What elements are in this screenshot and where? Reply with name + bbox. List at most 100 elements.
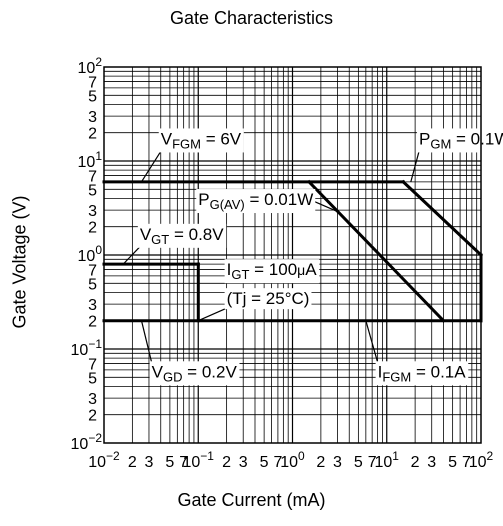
y-tick-minor: 3	[88, 391, 97, 408]
tick-exponent: 0	[298, 449, 305, 463]
annotation-part: (Tj = 25°C)	[227, 289, 310, 308]
annotation-part: = 0.1A	[411, 362, 466, 381]
x-tick-minor: 2	[411, 454, 420, 471]
x-tick-major: 10−1	[183, 449, 215, 471]
annotation-part: = 6V	[201, 129, 242, 148]
y-tick-minor: 3	[88, 109, 97, 126]
annotation-part: V	[152, 362, 164, 381]
annotation-part: GM	[430, 136, 451, 151]
annotation-part: GD	[163, 369, 183, 384]
x-tick-minor: 7	[368, 454, 377, 471]
y-tick-minor: 5	[88, 182, 97, 199]
annotation-leader	[313, 200, 338, 213]
series-pgm	[401, 179, 484, 258]
annotation-part: V	[140, 225, 152, 244]
x-tick-minor: 3	[427, 454, 436, 471]
annotation-leader	[410, 151, 420, 183]
y-tick-minor: 5	[88, 370, 97, 387]
y-tick-minor: 2	[88, 314, 97, 331]
y-tick-minor: 7	[88, 357, 97, 374]
y-tick-minor: 7	[88, 75, 97, 92]
x-tick-minor: 5	[165, 454, 174, 471]
annotation-text: PGM = 0.1W	[419, 129, 503, 151]
annotation-bg	[149, 361, 240, 386]
annotation-pgm: PGM = 0.1W	[410, 128, 503, 183]
annotation-ifgm: IFGM = 0.1A	[365, 320, 469, 386]
annotation-igt_tj: (Tj = 25°C)	[198, 288, 312, 322]
annotation-part: = 0.1W	[451, 129, 503, 148]
x-tick-minor: 3	[333, 454, 342, 471]
y-tick-major: 10−1	[71, 337, 103, 359]
tick-exponent: 1	[95, 149, 102, 163]
annotation-part: I	[378, 362, 383, 381]
annotation-bg	[196, 189, 316, 214]
x-tick-minor: 5	[354, 454, 363, 471]
x-tick-minor: 7	[179, 454, 188, 471]
tick-exponent: 1	[392, 449, 399, 463]
annotation-text: IGT = 100μA	[227, 260, 318, 282]
annotation-part: = 0.01W	[245, 190, 314, 209]
tick-base: 10	[78, 60, 96, 77]
annotation-text: IFGM = 0.1A	[378, 362, 467, 384]
grid	[104, 67, 481, 443]
annotation-bg	[224, 288, 312, 310]
tick-base: 10	[88, 454, 106, 471]
x-tick-minor: 2	[222, 454, 231, 471]
tick-base: 10	[71, 436, 89, 453]
y-tick-major: 10−2	[71, 431, 103, 453]
tick-exponent: 2	[487, 449, 494, 463]
x-tick-minor: 2	[128, 454, 137, 471]
annotation-text: PG(AV) = 0.01W	[198, 190, 313, 212]
x-tick-major: 101	[375, 449, 400, 471]
annotation-text: VGD = 0.2V	[152, 362, 238, 384]
y-tick-minor: 5	[88, 88, 97, 105]
annotation-part: μ	[297, 262, 305, 278]
annotation-part: FGM	[172, 136, 201, 151]
x-tick-minor: 7	[462, 454, 471, 471]
annotation-vfgm: VFGM = 6V	[140, 128, 244, 183]
annotation-text: VFGM = 6V	[161, 129, 242, 151]
y-tick-minor: 2	[88, 220, 97, 237]
x-tick-minor: 7	[273, 454, 282, 471]
annotation-text: VGT = 0.8V	[140, 225, 224, 247]
annotation-bg	[224, 259, 320, 284]
annotation-bg	[137, 223, 227, 248]
annotation-part: GT	[151, 232, 169, 247]
tick-base: 10	[183, 454, 201, 471]
annotation-part: G(AV)	[210, 197, 245, 212]
x-axis-label: Gate Current (mA)	[177, 490, 326, 510]
y-tick-major: 101	[78, 149, 103, 171]
x-tick-major: 100	[280, 449, 305, 471]
annotation-text: (Tj = 25°C)	[227, 289, 310, 308]
annotation-leader	[140, 320, 153, 363]
tick-base: 10	[71, 342, 89, 359]
y-tick-minor: 2	[88, 408, 97, 425]
x-tick-major: 10−2	[88, 449, 120, 471]
x-tick-major: 102	[469, 449, 494, 471]
y-tick-minor: 7	[88, 169, 97, 186]
annotation-part: P	[419, 129, 430, 148]
tick-exponent: −1	[200, 449, 214, 463]
plot-frame	[103, 66, 482, 444]
x-tick-minor: 5	[448, 454, 457, 471]
annotation-igt: IGT = 100μA	[224, 259, 320, 284]
tick-base: 10	[78, 248, 96, 265]
annotation-part: A	[305, 260, 317, 279]
annotation-vgd: VGD = 0.2V	[140, 320, 240, 386]
annotation-leader	[122, 246, 141, 265]
annotation-part: = 0.8V	[169, 225, 224, 244]
tick-base: 10	[280, 454, 298, 471]
annotation-pgav: PG(AV) = 0.01W	[196, 189, 338, 214]
tick-exponent: 2	[95, 55, 102, 69]
y-tick-minor: 7	[88, 263, 97, 280]
annotation-leader	[365, 320, 379, 363]
annotation-leader	[198, 307, 227, 322]
annotation-bg	[375, 361, 469, 386]
tick-base: 10	[469, 454, 487, 471]
annotation-part: FGM	[382, 369, 411, 384]
tick-exponent: −2	[88, 431, 102, 445]
annotation-vgt: VGT = 0.8V	[122, 223, 227, 265]
